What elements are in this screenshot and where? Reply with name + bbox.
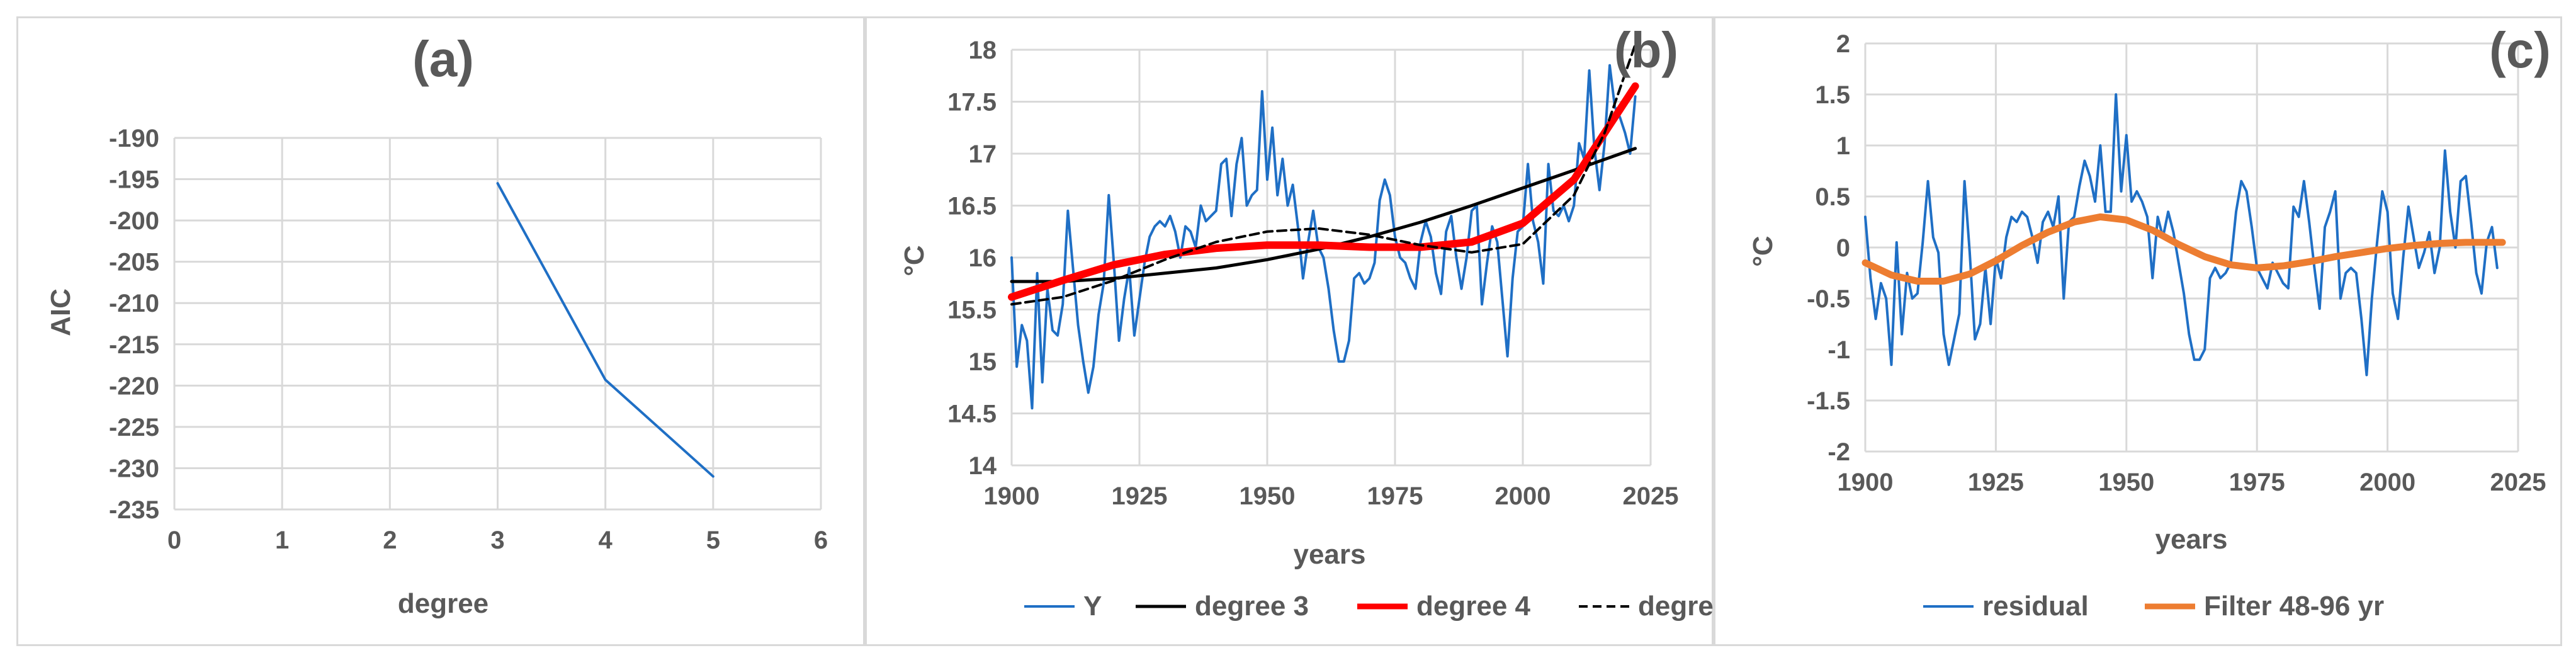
chart-c-legend-label: residual [1982, 591, 2089, 622]
chart-b-ytick-label: 15.5 [947, 297, 997, 324]
chart-b-series-degree-4 [1008, 82, 1639, 301]
chart-b-series-y [1010, 64, 1637, 410]
chart-c-ytick-label: -1.5 [1807, 387, 1850, 415]
chart-c-series-residual [1864, 93, 2499, 377]
chart-a-xlabel: degree [398, 588, 489, 619]
chart-c-xtick-label: 2000 [2359, 469, 2415, 496]
chart-b-ytick-label: 16 [969, 244, 997, 272]
chart-a-ytick-label: -210 [109, 290, 159, 317]
chart-b-xtick-label: 1925 [1112, 482, 1168, 510]
chart-a-xtick-label: 4 [599, 526, 613, 554]
chart-b-xtick-label: 1975 [1367, 482, 1423, 510]
chart-b-series-degree-5 [1010, 43, 1637, 306]
chart-a-ytick-label: -230 [109, 455, 159, 482]
chart-a-xtick-label: 1 [275, 526, 289, 554]
chart-b-ylabel: °C [899, 245, 930, 276]
chart-c-ytick-label: 0 [1836, 234, 1850, 262]
chart-b-xtick-label: 1950 [1240, 482, 1296, 510]
chart-c-plot-area: 2 1.5 1 0.5 0 -0.5 -1 -1.5 -2 1900 1925 1950 1975 200… [1807, 22, 2551, 622]
chart-a-xtick-label: 0 [167, 526, 181, 554]
chart-a-svg: (a) AIC degree -190-195-200-205-210-215-… [45, 31, 828, 619]
chart-b-xlabel: years [1293, 539, 1365, 570]
chart-b-ytick-label: 15 [969, 348, 997, 376]
chart-a-xtick-label: 2 [383, 526, 397, 554]
chart-c-xlabel: years [2155, 524, 2227, 555]
chart-b-ytick-label: 14 [969, 452, 997, 480]
chart-c-ytick-label: 2 [1836, 30, 1850, 58]
chart-a-ytick-label: -235 [109, 496, 159, 524]
chart-a-xtick-label: 6 [814, 526, 828, 554]
chart-a-ytick-label: -200 [109, 207, 159, 235]
panel-a: (a) AIC degree -190 -195 -200 -205 -210 -215-… [16, 16, 865, 646]
chart-c-ytick-label: 1 [1836, 132, 1850, 160]
chart-b-xtick-label: 2000 [1495, 482, 1551, 510]
chart-a-ylabel: AIC [45, 288, 76, 336]
chart-c-ylabel: °C [1748, 236, 1778, 266]
chart-a-ytick-label: -190 [109, 125, 159, 152]
chart-b-title: (b) [1614, 22, 1678, 78]
chart-c-ytick-label: 0.5 [1815, 183, 1850, 211]
chart-c-xtick-label: 2025 [2490, 469, 2546, 496]
chart-c-xtick-label: 1975 [2229, 469, 2285, 496]
chart-c-series-filter-48-96-yr [1861, 213, 2506, 285]
chart-a-xtick-label: 3 [490, 526, 504, 554]
chart-a-series-aic [496, 182, 715, 478]
chart-c-ytick-label: -1 [1827, 336, 1850, 364]
chart-b-ytick-label: 14.5 [947, 401, 997, 428]
chart-a-title: (a) [412, 31, 474, 87]
chart-a-ytick-label: -215 [109, 331, 159, 359]
chart-a-ytick-label: -195 [109, 166, 159, 194]
chart-c-ytick-label: -2 [1827, 438, 1850, 466]
chart-b-ytick-label: 16.5 [947, 193, 997, 220]
chart-b-legend-label: degree 3 [1195, 591, 1309, 622]
chart-c-ytick-label: 1.5 [1815, 81, 1850, 109]
chart-a-ytick-label: -205 [109, 249, 159, 276]
chart-c-xtick-label: 1950 [2098, 469, 2154, 496]
chart-a-xtick-label: 5 [706, 526, 720, 554]
chart-a-ytick-label: -225 [109, 414, 159, 441]
chart-b-series-degree-3 [1010, 147, 1637, 283]
chart-a-plot-area: -190 -195 -200 -205 -210 -215 -220 -225 -230 -235… [109, 125, 828, 554]
panel-c: °C years 2 1.5 1 0.5 0 -0.5 -1 -1.5 -2 1900 1925 19… [1714, 16, 2562, 646]
chart-a-ytick-label: -220 [109, 372, 159, 400]
chart-c-svg: °C years 2 1.5 1 0.5 0 -0.5 -1 -1.5 -2 1900 1925 19… [1748, 22, 2551, 622]
chart-c-xtick-label: 1925 [1968, 469, 2024, 496]
chart-b-ytick-label: 17 [969, 140, 997, 168]
panel-b: °C years 18 17.5 17 16.5 16 15.5 15 14.5 14 1900 1… [865, 16, 1752, 646]
chart-b-legend-label: degree 4 [1416, 591, 1531, 622]
chart-b-legend-label: Y [1083, 591, 1102, 622]
chart-b-ytick-label: 18 [969, 37, 997, 64]
chart-c-ytick-label: -0.5 [1807, 285, 1850, 313]
chart-b-ytick-label: 17.5 [947, 89, 997, 117]
chart-b-xtick-label: 1900 [984, 482, 1040, 510]
chart-b-xtick-label: 2025 [1623, 482, 1679, 510]
chart-c-xtick-label: 1900 [1838, 469, 1894, 496]
chart-c-legend-label: Filter 48-96 yr [2204, 591, 2384, 622]
chart-c-title: (c) [2489, 22, 2551, 78]
